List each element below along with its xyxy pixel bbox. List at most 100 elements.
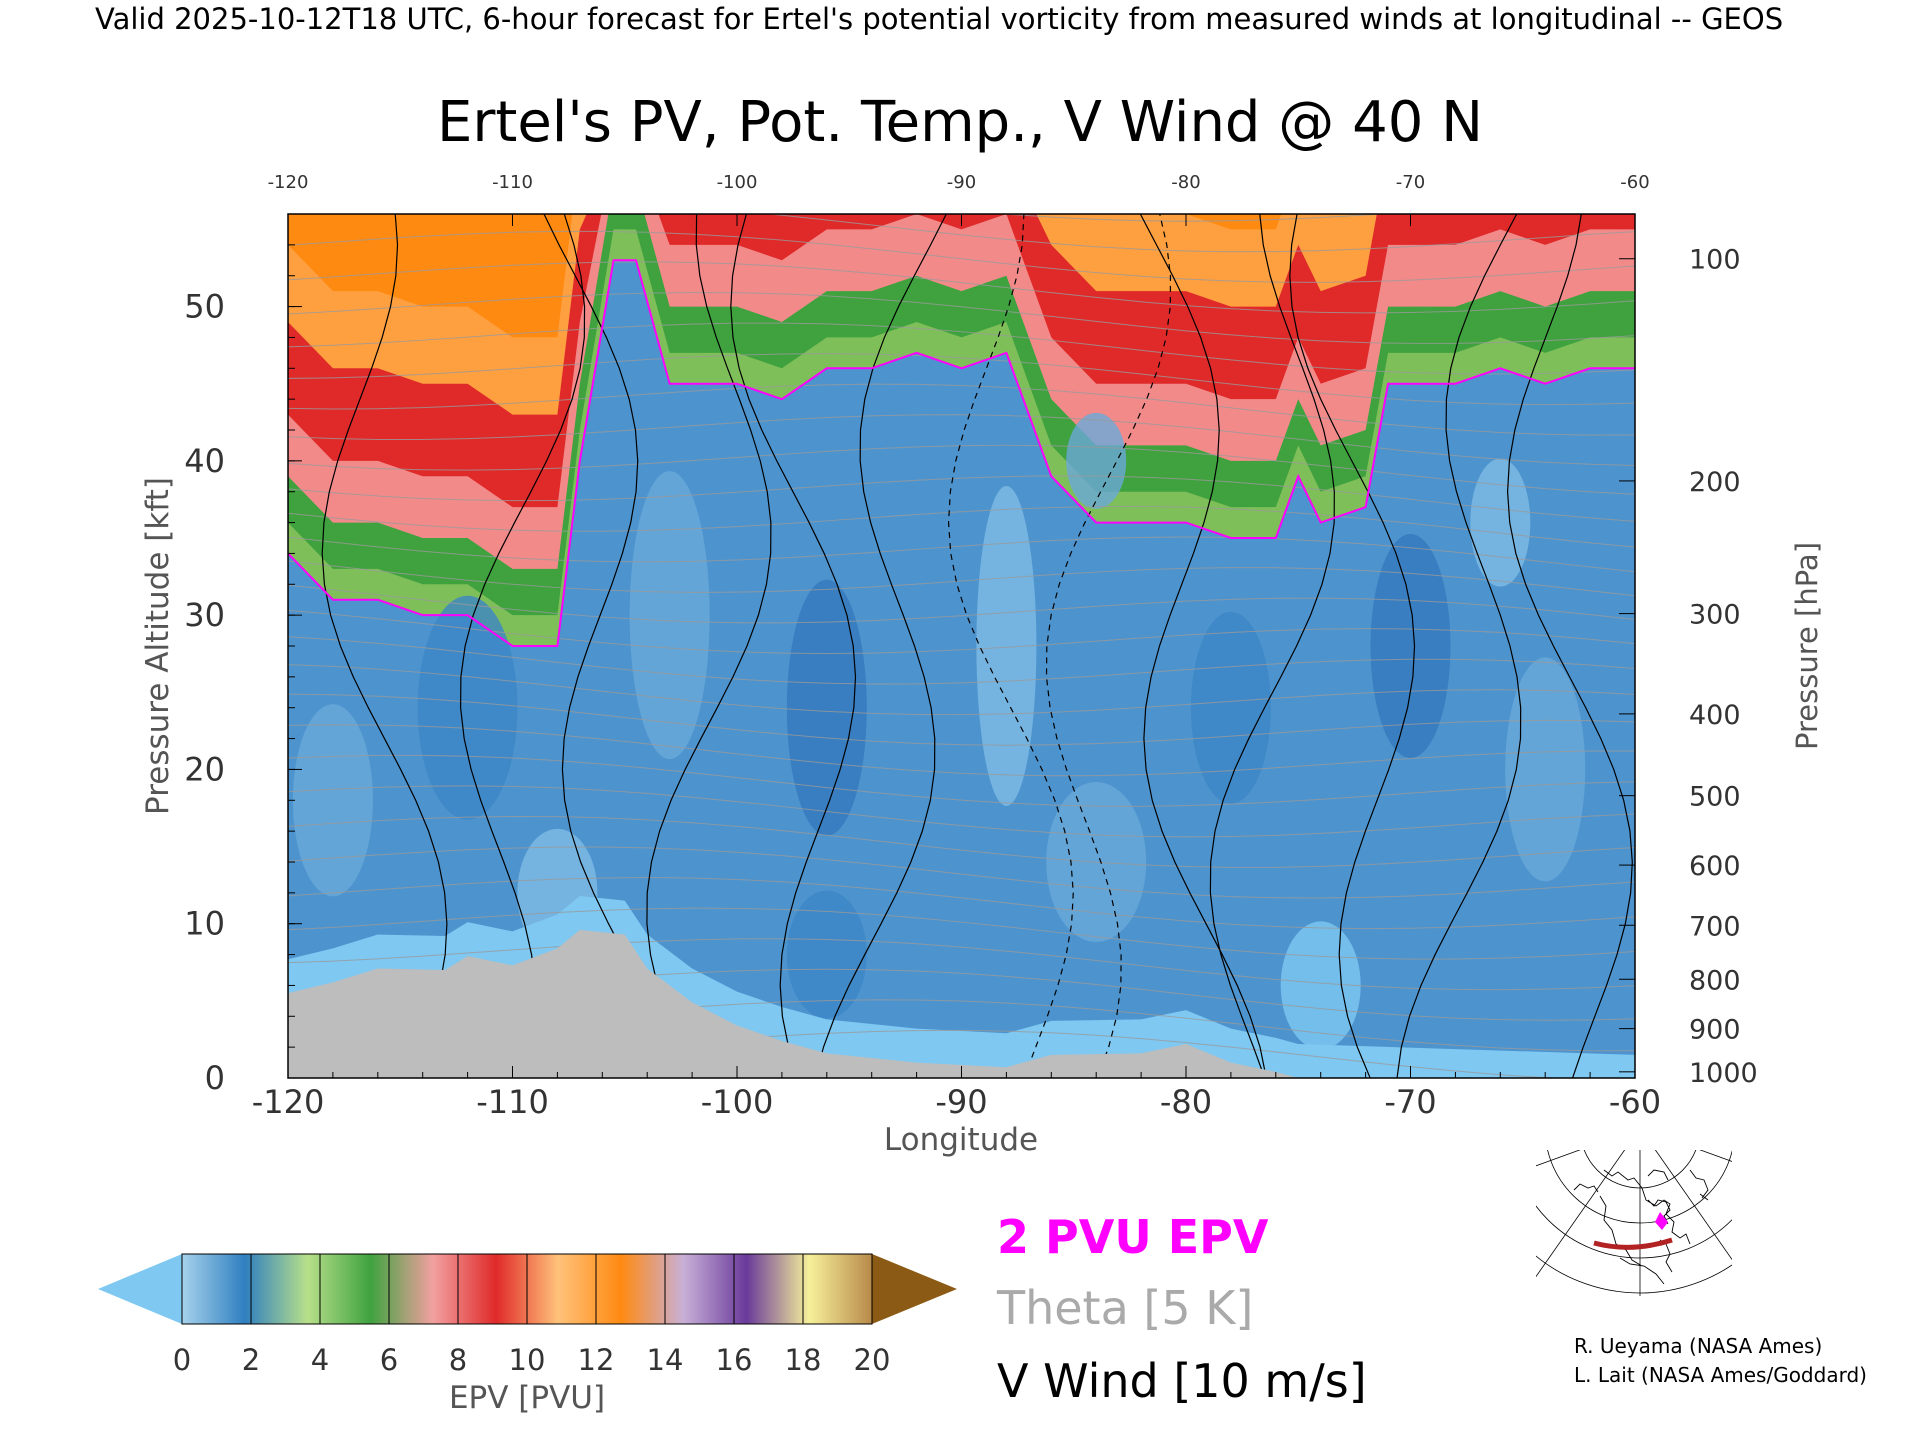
theta-contour-4 — [288, 938, 1635, 991]
colorbar: 0 2 4 6 8 10 12 14 16 18 20 EPV [PVU] — [98, 1253, 957, 1416]
x-tick-label: -100 — [701, 1083, 774, 1121]
pressure-tick-label: 600 — [1689, 851, 1741, 882]
map-graticule — [1536, 1150, 1732, 1296]
pressure-tick-label: 1000 — [1689, 1058, 1758, 1089]
pv-patch-8 — [1505, 657, 1586, 882]
theta-contour-22 — [288, 414, 1635, 466]
theta-contour-26 — [288, 291, 1635, 344]
pv-patch-3 — [786, 579, 867, 836]
map-cross-section-line — [1593, 1237, 1673, 1250]
theta-contour-25 — [288, 322, 1635, 375]
pressure-tick-label: 800 — [1689, 965, 1741, 996]
colorbar-tick-label: 6 — [380, 1343, 398, 1377]
map-coastlines — [1573, 1169, 1709, 1285]
y-axis-label-right: Pressure [hPa] — [1790, 542, 1824, 750]
theta-contour-14 — [288, 636, 1635, 685]
pv-patch-11 — [1280, 921, 1361, 1050]
colorbar-label: EPV [PVU] — [449, 1380, 605, 1416]
v-wind-contour-11 — [1396, 214, 1522, 1078]
y-tick-label: 0 — [205, 1059, 225, 1097]
colorbar-tick-label: 10 — [509, 1343, 546, 1377]
x-top-tick-label: -120 — [268, 172, 309, 193]
colorbar-tick-label: 18 — [785, 1343, 822, 1377]
theta-contour-10 — [288, 754, 1635, 807]
pv-patch-2 — [629, 471, 710, 760]
x-tick-label: -80 — [1160, 1083, 1212, 1121]
pv-patch-10 — [786, 890, 867, 1019]
theta-contour-17 — [288, 560, 1635, 597]
pressure-tick-label: 100 — [1689, 245, 1741, 276]
map-meridian — [1536, 1150, 1626, 1278]
theta-contour-19 — [288, 505, 1635, 548]
y-tick-label: 50 — [184, 288, 225, 326]
tropopause-2pvu-contour — [288, 259, 1635, 647]
colorbar-over-triangle — [872, 1254, 957, 1324]
x-top-tick-label: -70 — [1396, 172, 1425, 193]
pressure-tick-label: 200 — [1689, 467, 1741, 498]
theta-contour-28 — [288, 230, 1635, 283]
credit-line-2: L. Lait (NASA Ames/Goddard) — [1574, 1363, 1867, 1387]
x-tick-label: -60 — [1609, 1083, 1661, 1121]
v-wind-contour-10 — [1289, 214, 1416, 1078]
legend: 2 PVU EPV Theta [5 K] V Wind [10 m/s] — [996, 1210, 1367, 1408]
pv-patch-7 — [1370, 534, 1451, 758]
theta-contour-7 — [288, 846, 1635, 899]
theta-contour-8 — [288, 815, 1635, 868]
v-wind-contour-12 — [1506, 214, 1633, 1078]
colorbar-tick-label: 20 — [854, 1343, 891, 1377]
legend-epv: 2 PVU EPV — [997, 1210, 1269, 1264]
x-axis: -120 -110 -100 -90 -80 -70 -60 — [252, 1066, 1661, 1121]
theta-contour-6 — [288, 877, 1635, 930]
colorbar-under-triangle — [98, 1254, 182, 1324]
v-wind-contour-3 — [646, 214, 772, 1078]
theta-contour-11 — [288, 724, 1635, 777]
theta-contour-12 — [288, 693, 1635, 746]
theta-contour-9 — [288, 785, 1635, 838]
v-wind-contour-8 — [1139, 214, 1267, 1078]
x-top-tick-label: -100 — [717, 172, 758, 193]
theta-contour-5 — [288, 907, 1635, 960]
theta-contour-18 — [288, 536, 1635, 573]
plot-area — [288, 214, 1635, 1078]
v-wind-contours — [321, 214, 1633, 1078]
v-wind-contour-9 — [1209, 214, 1335, 1078]
colorbar-tick-label: 12 — [578, 1343, 615, 1377]
colorbar-tick-label: 8 — [449, 1343, 467, 1377]
x-top-tick-label: -90 — [947, 172, 976, 193]
v-wind-contour-7 — [1045, 214, 1172, 1078]
x-axis-top: -120 -110 -100 -90 -80 -70 -60 — [268, 172, 1650, 226]
chart-title: Ertel's PV, Pot. Temp., V Wind @ 40 N — [437, 90, 1483, 155]
pv-layer-3 — [288, 214, 1635, 508]
x-axis-label: Longitude — [884, 1122, 1038, 1158]
theta-contour-15 — [288, 609, 1635, 655]
pv-patch-13 — [1066, 412, 1127, 509]
x-top-tick-label: -110 — [492, 172, 533, 193]
pressure-tick-label: 300 — [1689, 600, 1741, 631]
colorbar-tick-label: 0 — [173, 1343, 191, 1377]
colorbar-tick-label: 16 — [716, 1343, 753, 1377]
map-meridian — [1654, 1150, 1732, 1261]
v-wind-contour-1 — [459, 214, 586, 1078]
inset-locator-map — [1536, 1150, 1732, 1296]
theta-contour-16 — [288, 584, 1635, 624]
legend-v-wind: V Wind [10 m/s] — [997, 1354, 1367, 1408]
x-top-tick-label: -80 — [1171, 172, 1200, 193]
legend-theta: Theta [5 K] — [996, 1281, 1253, 1335]
pressure-tick-label: 700 — [1689, 911, 1741, 942]
x-tick-label: -110 — [476, 1083, 549, 1121]
colorbar-dividers — [250, 1254, 804, 1324]
pressure-tick-label: 500 — [1689, 782, 1741, 813]
valid-time-header: Valid 2025-10-12T18 UTC, 6-hour forecast… — [95, 2, 1783, 36]
theta-contour-24 — [288, 353, 1635, 406]
colorbar-tick-label: 14 — [647, 1343, 684, 1377]
theta-contour-29 — [763, 214, 1635, 253]
colorbar-tick-label: 2 — [242, 1343, 260, 1377]
pv-patch-12 — [1470, 458, 1531, 587]
map-meridian — [1536, 1150, 1581, 1167]
map-location-marker — [1655, 1212, 1668, 1230]
v-wind-contour-0 — [321, 214, 448, 1078]
v-wind-contour-5 — [814, 214, 947, 1078]
credit-line-1: R. Ueyama (NASA Ames) — [1574, 1334, 1822, 1358]
theta-contour-20 — [288, 475, 1635, 522]
